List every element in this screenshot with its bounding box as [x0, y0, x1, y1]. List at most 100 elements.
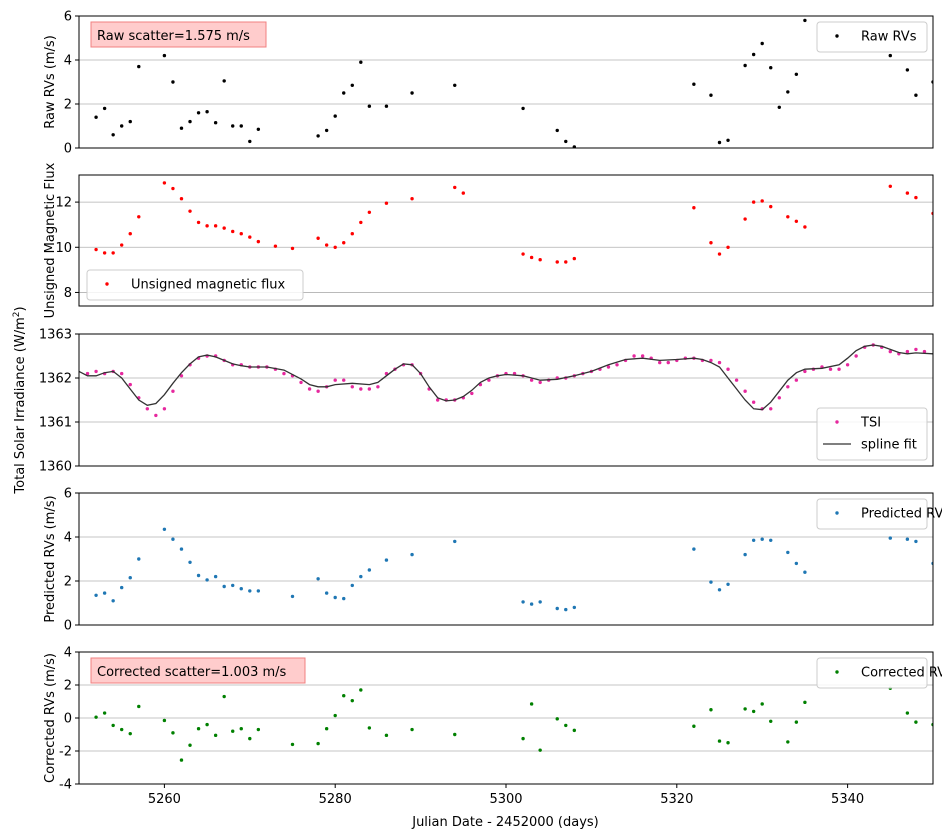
data-point: [333, 378, 337, 382]
data-point: [171, 731, 175, 735]
data-point: [111, 133, 115, 137]
data-point: [888, 536, 892, 540]
data-point: [179, 126, 184, 130]
x-tick-label: 5340: [831, 792, 864, 807]
data-point: [222, 694, 226, 699]
panel-1: 0 2 4 6 Raw RVs (m/s) Raw scatter=1.575 m/s Ra…: [43, 10, 934, 157]
y-axis-label: Corrected RVs (m/s): [43, 653, 58, 783]
legend-box: [816, 498, 928, 530]
y-tick-label: 1362: [39, 372, 72, 387]
data-point: [137, 704, 141, 709]
data-point: [914, 93, 918, 97]
data-point: [137, 64, 141, 69]
data-point: [564, 723, 568, 728]
y-tick-label: -2: [59, 745, 72, 760]
y-tick-label: 10: [55, 241, 72, 256]
data-point: [102, 106, 107, 111]
y-axis-label: Predicted RVs (m/s): [43, 495, 58, 622]
data-point: [307, 387, 312, 391]
x-tick-label: 5300: [489, 792, 522, 807]
axes-frame: [78, 174, 934, 307]
y-axis-label: Raw RVs (m/s): [43, 35, 58, 129]
data-point: [188, 209, 192, 213]
data-point: [786, 550, 790, 555]
data-point: [205, 578, 209, 582]
data-point: [128, 232, 132, 236]
plot-area: [79, 343, 933, 418]
x-tick-label: 5260: [148, 792, 181, 807]
data-point: [658, 360, 662, 365]
data-point: [786, 90, 790, 94]
data-point: [205, 224, 209, 228]
data-point: [196, 111, 201, 115]
data-point: [239, 727, 243, 731]
data-point: [316, 389, 320, 393]
data-point: [453, 539, 457, 544]
data-point: [709, 93, 713, 97]
data-point: [555, 260, 559, 264]
data-point: [94, 115, 98, 119]
data-point: [342, 91, 346, 95]
data-point: [376, 385, 380, 389]
legend-box: [86, 269, 304, 301]
data-point: [564, 260, 568, 264]
data-point: [769, 407, 773, 411]
data-point: [188, 560, 192, 564]
data-point: [888, 53, 892, 58]
data-point: [786, 385, 790, 389]
data-point: [256, 727, 261, 732]
x-tick-label: 5320: [660, 792, 693, 807]
legend-label: Unsigned magnetic flux: [131, 278, 286, 293]
legend: Predicted RVs: [816, 498, 942, 530]
data-point: [316, 577, 320, 581]
data-point: [256, 589, 261, 593]
data-point: [179, 374, 184, 378]
data-point: [213, 224, 218, 228]
data-point: [94, 593, 98, 597]
data-point: [794, 561, 799, 566]
data-point: [171, 186, 175, 191]
data-point: [717, 252, 722, 256]
data-point: [256, 239, 261, 244]
data-point: [248, 736, 252, 741]
data-point: [162, 407, 167, 411]
data-point: [350, 385, 354, 389]
data-point: [692, 206, 696, 210]
data-point: [905, 68, 910, 72]
data-point: [794, 720, 799, 724]
data-point: [769, 538, 773, 542]
data-point: [743, 63, 747, 68]
data-point: [538, 748, 542, 752]
data-point: [205, 722, 209, 727]
legend-box: [816, 407, 928, 461]
y-tick-label: 6: [64, 10, 72, 25]
spline-line: [79, 344, 933, 411]
data-point: [803, 225, 807, 229]
data-point: [521, 600, 525, 604]
panel-5: -4 -2 0 2 4 5260 5280 5300 5320 5340 Corrected RVs…: [43, 646, 942, 808]
data-point: [359, 688, 363, 692]
data-point: [196, 727, 201, 731]
data-point: [120, 243, 124, 247]
data-point: [171, 80, 175, 84]
data-point: [367, 726, 372, 730]
data-point: [273, 244, 278, 248]
data-point: [359, 387, 363, 391]
data-point: [342, 241, 346, 245]
data-point: [137, 557, 141, 561]
data-point: [213, 733, 218, 738]
data-point: [777, 396, 781, 400]
data-point: [461, 191, 465, 195]
data-point: [726, 245, 730, 249]
data-point: [410, 552, 414, 557]
data-point: [196, 573, 201, 578]
data-point: [529, 255, 534, 260]
data-point: [410, 727, 414, 732]
scatter-annotation: Raw scatter=1.575 m/s: [97, 29, 250, 44]
data-point: [128, 576, 132, 580]
data-point: [213, 121, 218, 125]
legend-marker: [835, 511, 839, 515]
data-point: [709, 241, 713, 245]
data-point: [333, 595, 337, 600]
